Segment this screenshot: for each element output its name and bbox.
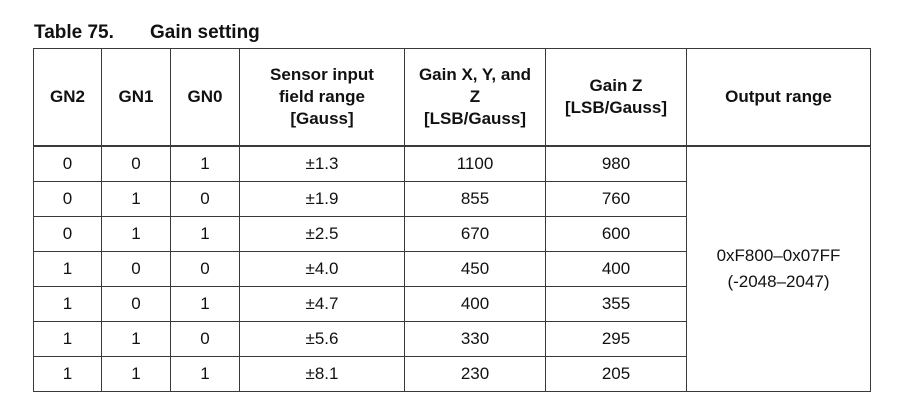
cell-gn2: 1 bbox=[33, 251, 102, 287]
cell-gain-z: 760 bbox=[545, 181, 687, 217]
header-gain-xyz: Gain X, Y, and Z [LSB/Gauss] bbox=[404, 48, 546, 147]
cell-gain-z: 980 bbox=[545, 145, 687, 182]
cell-gn0: 0 bbox=[170, 321, 240, 357]
cell-gain-z: 205 bbox=[545, 356, 687, 392]
output-range-decimal: (-2048–2047) bbox=[727, 272, 830, 291]
cell-range: ±8.1 bbox=[239, 356, 405, 392]
table-row: 0 0 1 ±1.3 1100 980 0xF800–0x07FF (-2048… bbox=[33, 145, 871, 392]
cell-gain-z: 355 bbox=[545, 286, 687, 322]
header-sensor-range: Sensor input field range [Gauss] bbox=[239, 48, 405, 147]
table-row: 0 1 0 ±1.9 855 760 bbox=[33, 181, 871, 217]
cell-range: ±4.0 bbox=[239, 251, 405, 287]
table-number: Table 75. bbox=[34, 22, 114, 43]
output-range-hex: 0xF800–0x07FF bbox=[716, 246, 841, 265]
header-gn0: GN0 bbox=[170, 48, 240, 147]
cell-gn2: 1 bbox=[33, 286, 102, 322]
gain-setting-table: GN2 GN1 GN0 Sensor input field range [Ga… bbox=[33, 48, 871, 392]
cell-gain-xyz: 855 bbox=[404, 181, 546, 217]
cell-gn1: 0 bbox=[101, 251, 171, 287]
cell-gn2: 1 bbox=[33, 321, 102, 357]
cell-gn1: 1 bbox=[101, 181, 171, 217]
cell-gn1: 1 bbox=[101, 356, 171, 392]
header-gn2: GN2 bbox=[33, 48, 102, 147]
table-title: Gain setting bbox=[150, 22, 260, 43]
table-caption: Table 75. Gain setting bbox=[34, 22, 260, 44]
cell-gn2: 0 bbox=[33, 216, 102, 252]
cell-gn1: 1 bbox=[101, 216, 171, 252]
cell-gn0: 1 bbox=[170, 145, 240, 182]
cell-gain-z: 295 bbox=[545, 321, 687, 357]
cell-range: ±1.3 bbox=[239, 145, 405, 182]
header-row: GN2 GN1 GN0 Sensor input field range [Ga… bbox=[33, 48, 871, 147]
cell-gn0: 1 bbox=[170, 286, 240, 322]
cell-gain-xyz: 230 bbox=[404, 356, 546, 392]
header-output-range: Output range bbox=[686, 48, 871, 147]
cell-range: ±2.5 bbox=[239, 216, 405, 252]
table-row: 1 0 1 ±4.7 400 355 bbox=[33, 286, 871, 322]
cell-gain-xyz: 400 bbox=[404, 286, 546, 322]
cell-gn2: 1 bbox=[33, 356, 102, 392]
cell-gn1: 0 bbox=[101, 286, 171, 322]
cell-gain-z: 400 bbox=[545, 251, 687, 287]
table-row: 1 1 1 ±8.1 230 205 bbox=[33, 356, 871, 392]
cell-gain-xyz: 450 bbox=[404, 251, 546, 287]
cell-gain-xyz: 670 bbox=[404, 216, 546, 252]
cell-range: ±5.6 bbox=[239, 321, 405, 357]
header-gain-z: Gain Z [LSB/Gauss] bbox=[545, 48, 687, 147]
cell-gain-xyz: 1100 bbox=[404, 145, 546, 182]
cell-gn1: 1 bbox=[101, 321, 171, 357]
cell-gain-z: 600 bbox=[545, 216, 687, 252]
header-gn1: GN1 bbox=[101, 48, 171, 147]
cell-gain-xyz: 330 bbox=[404, 321, 546, 357]
cell-gn2: 0 bbox=[33, 181, 102, 217]
table-row: 1 0 0 ±4.0 450 400 bbox=[33, 251, 871, 287]
cell-gn0: 1 bbox=[170, 216, 240, 252]
cell-gn1: 0 bbox=[101, 145, 171, 182]
cell-range: ±4.7 bbox=[239, 286, 405, 322]
cell-gn0: 1 bbox=[170, 356, 240, 392]
cell-range: ±1.9 bbox=[239, 181, 405, 217]
cell-gn2: 0 bbox=[33, 145, 102, 182]
table-row: 1 1 0 ±5.6 330 295 bbox=[33, 321, 871, 357]
cell-output-range: 0xF800–0x07FF (-2048–2047) bbox=[686, 145, 871, 392]
cell-gn0: 0 bbox=[170, 181, 240, 217]
cell-gn0: 0 bbox=[170, 251, 240, 287]
